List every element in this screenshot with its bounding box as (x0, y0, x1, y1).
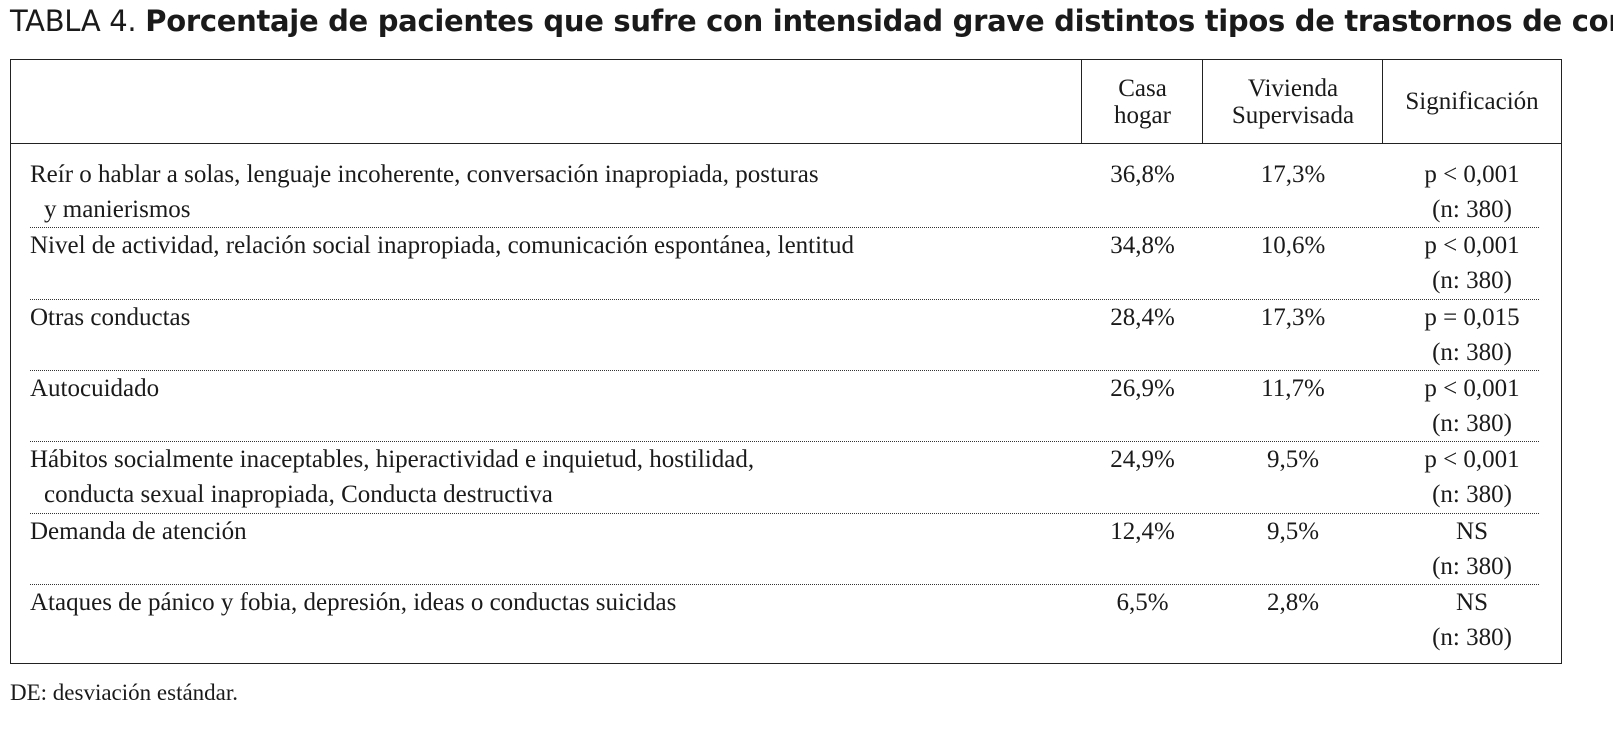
header-text: Significación (1405, 88, 1539, 115)
header-text: Supervisada (1231, 101, 1355, 129)
footnote: DE: desviación estándar. (10, 680, 239, 705)
value-cell: 17,3% (1260, 161, 1326, 188)
value-cell: 24,9% (1110, 446, 1175, 474)
significance: (n: 380) (1432, 481, 1512, 509)
row-separator (30, 227, 1539, 228)
header-text: Vivienda (1247, 74, 1339, 102)
title-text: Porcentaje de pacientes que sufre con in… (145, 4, 1613, 38)
row-separator (30, 441, 1539, 442)
row-separator (30, 513, 1539, 514)
column-border (1382, 59, 1383, 144)
header-text: Casa (1118, 74, 1167, 102)
row-separator (30, 370, 1539, 371)
row-label: y manierismos (44, 196, 191, 223)
value-cell: 9,5% (1266, 517, 1320, 545)
significance: p < 0,001 (1424, 374, 1520, 402)
row-label: Reír o hablar a solas, lenguaje incohere… (30, 161, 819, 188)
row-separator (30, 584, 1539, 585)
header-cell: Casa hogar (1082, 60, 1203, 143)
row-separator (30, 299, 1539, 300)
row-label: conducta sexual inapropiada, Conducta de… (44, 481, 553, 509)
header-text: hogar (1114, 101, 1171, 129)
row-label: Demanda de atención (30, 517, 247, 545)
significance: p < 0,001 (1424, 446, 1520, 474)
significance: NS (1456, 517, 1488, 545)
significance: p = 0,015 (1424, 303, 1520, 331)
value-cell: 11,7% (1261, 374, 1325, 402)
column-border (1081, 59, 1082, 144)
significance: p < 0,001 (1424, 232, 1520, 260)
significance: (n: 380) (1432, 267, 1512, 295)
significance: NS (1456, 588, 1488, 616)
significance: p < 0,001 (1424, 161, 1520, 188)
row-label: Otras conductas (30, 303, 191, 331)
header-cell: Vivienda Supervisada (1203, 60, 1383, 143)
row-label: Hábitos socialmente inaceptables, hipera… (30, 446, 755, 474)
row-label: Nivel de actividad, relación social inap… (30, 232, 854, 260)
column-border (1202, 59, 1203, 144)
value-cell: 28,4% (1110, 303, 1175, 331)
row-label: Ataques de pánico y fobia, depresión, id… (30, 588, 677, 616)
table-frame (10, 59, 1562, 664)
value-cell: 12,4% (1110, 517, 1175, 545)
significance: (n: 380) (1432, 338, 1512, 366)
significance: (n: 380) (1432, 552, 1512, 580)
value-cell: 34,8% (1110, 232, 1175, 260)
row-label: Autocuidado (30, 374, 160, 402)
value-cell: 10,6% (1260, 232, 1326, 260)
significance: (n: 380) (1432, 623, 1512, 651)
value-cell: 6,5% (1116, 588, 1169, 616)
table-title: TABLA 4. Porcentaje de pacientes que suf… (10, 4, 1613, 38)
title-label: TABLA 4. (10, 4, 137, 38)
significance: (n: 380) (1432, 409, 1512, 437)
value-cell: 9,5% (1266, 446, 1320, 474)
value-cell: 36,8% (1110, 161, 1175, 188)
header-cell: Significación (1383, 60, 1561, 143)
header-border (10, 143, 1561, 144)
value-cell: 26,9% (1110, 374, 1175, 402)
value-cell: 2,8% (1266, 588, 1320, 616)
significance: (n: 380) (1432, 196, 1512, 223)
value-cell: 17,3% (1260, 303, 1326, 331)
